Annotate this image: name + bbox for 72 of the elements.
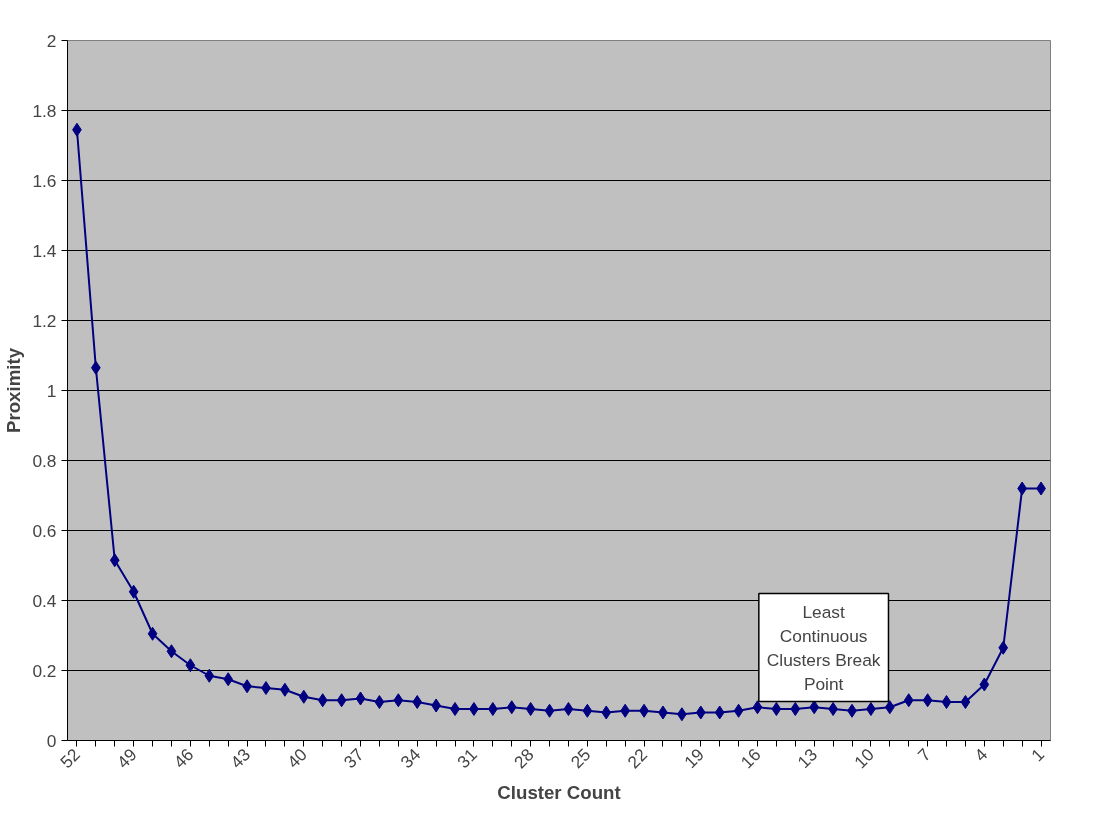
point: [128, 584, 139, 599]
point: [336, 693, 347, 708]
point: [903, 693, 914, 708]
point: [166, 644, 177, 659]
point: [261, 681, 271, 695]
x-tick-label: 40: [283, 744, 311, 773]
x-tick-label: 22: [623, 744, 652, 773]
y-tick-label: 0.2: [32, 660, 57, 681]
point: [147, 626, 158, 641]
point: [695, 705, 706, 720]
point: [374, 695, 385, 709]
point: [488, 702, 498, 716]
point: [525, 702, 536, 716]
y-tick-label: 1: [46, 380, 57, 401]
x-tick-label: 4: [970, 744, 992, 766]
point: [752, 700, 763, 715]
point: [469, 702, 479, 716]
point: [771, 702, 782, 716]
point: [941, 695, 952, 709]
point: [204, 668, 215, 683]
point: [922, 693, 933, 708]
point: [317, 693, 328, 708]
x-tick-label: 31: [453, 744, 482, 773]
y-axis-title: Proximity: [3, 347, 25, 434]
annotation: Least Continuous Clusters Break Point: [766, 601, 881, 694]
point: [998, 640, 1009, 655]
x-tick-label: 49: [112, 744, 141, 773]
point: [884, 700, 895, 715]
point: [185, 658, 196, 673]
y-tick-label: 0.6: [32, 520, 57, 541]
x-tick-label: 7: [913, 744, 935, 766]
x-tick-label: 37: [339, 744, 368, 773]
y-tick-label: 1.6: [32, 170, 57, 191]
point: [412, 695, 423, 709]
y-tick-label: 1.4: [32, 240, 57, 261]
point: [506, 700, 517, 715]
point: [355, 691, 366, 706]
x-tick-label: 16: [736, 744, 765, 773]
point: [298, 689, 309, 704]
x-tick-label: 1: [1027, 744, 1049, 766]
y-tick-label: 0.8: [32, 450, 57, 471]
x-tick-label: 46: [169, 744, 198, 773]
x-axis-title: Cluster Count: [497, 781, 621, 803]
point: [960, 695, 971, 709]
point: [790, 702, 801, 716]
x-tick-label: 43: [226, 744, 255, 773]
point: [109, 553, 120, 568]
point: [223, 672, 234, 687]
y-tick-label: 0.4: [32, 590, 57, 611]
point: [809, 700, 820, 715]
x-tick-label: 25: [566, 744, 595, 773]
x-tick-label: 52: [56, 744, 85, 773]
x-tick-label: 13: [793, 744, 822, 773]
y-tick-label: 2: [46, 30, 57, 51]
point: [450, 702, 460, 716]
y-tick-label: 1.2: [32, 310, 57, 331]
y-tick-label: 0: [46, 730, 57, 751]
x-tick-label: 10: [850, 744, 878, 773]
x-tick-label: 19: [680, 744, 708, 773]
point: [979, 677, 990, 692]
point: [582, 703, 593, 718]
x-tick-label: 34: [396, 744, 425, 773]
point: [393, 693, 404, 708]
point: [601, 705, 612, 720]
point: [828, 702, 838, 716]
point: [866, 702, 876, 716]
x-tick-label: 28: [509, 744, 538, 773]
point: [563, 702, 574, 716]
y-tick-label: 1.8: [32, 100, 57, 121]
point: [733, 703, 744, 718]
point: [714, 705, 725, 720]
point: [544, 703, 555, 718]
